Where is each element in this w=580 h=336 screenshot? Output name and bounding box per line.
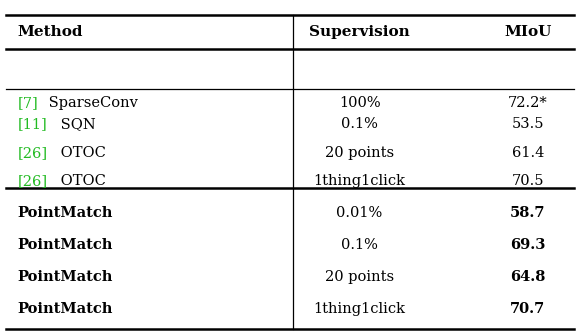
Text: Method: Method	[17, 25, 83, 39]
Text: PointMatch: PointMatch	[17, 302, 113, 316]
Text: 61.4: 61.4	[512, 146, 544, 160]
Text: [26]: [26]	[17, 174, 48, 188]
Text: OTOC: OTOC	[56, 146, 106, 160]
Text: [26]: [26]	[17, 146, 48, 160]
Text: Supervision: Supervision	[309, 25, 410, 39]
Text: 58.7: 58.7	[510, 206, 546, 220]
Text: OTOC: OTOC	[56, 174, 106, 188]
Text: 70.5: 70.5	[512, 174, 544, 188]
Text: 53.5: 53.5	[512, 117, 544, 131]
Text: 20 points: 20 points	[325, 146, 394, 160]
Text: PointMatch: PointMatch	[17, 270, 113, 284]
Text: 1thing1click: 1thing1click	[314, 174, 405, 188]
Text: MIoU: MIoU	[504, 25, 552, 39]
Text: 69.3: 69.3	[510, 238, 545, 252]
Text: PointMatch: PointMatch	[17, 238, 113, 252]
Text: 70.7: 70.7	[510, 302, 545, 316]
Text: 20 points: 20 points	[325, 270, 394, 284]
Text: 100%: 100%	[339, 96, 380, 110]
Text: 0.1%: 0.1%	[341, 238, 378, 252]
Text: PointMatch: PointMatch	[17, 206, 113, 220]
Text: [7]: [7]	[17, 96, 38, 110]
Text: 1thing1click: 1thing1click	[314, 302, 405, 316]
Text: 72.2*: 72.2*	[508, 96, 548, 110]
Text: 0.01%: 0.01%	[336, 206, 383, 220]
Text: SQN: SQN	[56, 117, 96, 131]
Text: SparseConv: SparseConv	[44, 96, 138, 110]
Text: 0.1%: 0.1%	[341, 117, 378, 131]
Text: 64.8: 64.8	[510, 270, 545, 284]
Text: [11]: [11]	[17, 117, 47, 131]
